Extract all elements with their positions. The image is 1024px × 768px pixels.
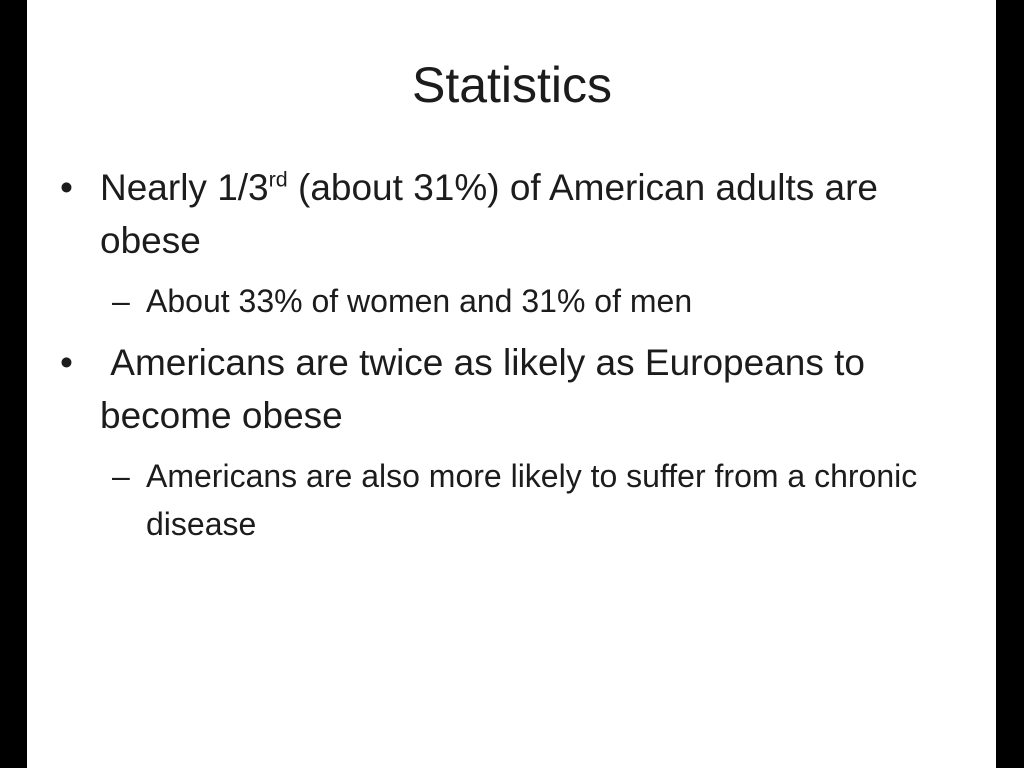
- right-black-bar: [996, 0, 1024, 768]
- bullet-item-2: • Americans are twice as likely as Europ…: [60, 337, 952, 442]
- bullet-text-segment: Nearly 1/3: [100, 167, 269, 208]
- bullet-marker: •: [60, 167, 73, 208]
- dash-marker: –: [112, 458, 130, 495]
- bullet-text: Nearly 1/3rd (about 31%) of American adu…: [100, 162, 952, 267]
- bullet-text-segment: (about 31%) of American adults are obese: [100, 167, 889, 261]
- bullet-list: • Nearly 1/3rd (about 31%) of American a…: [60, 162, 952, 548]
- sub-bullet-item-1: – About 33% of women and 31% of men: [112, 277, 952, 325]
- slide-title: Statistics: [411, 57, 613, 113]
- bullet-text-superscript: rd: [268, 167, 288, 192]
- dash-marker: –: [112, 283, 130, 320]
- bullet-item-1: • Nearly 1/3rd (about 31%) of American a…: [60, 162, 952, 267]
- sub-bullet-text: About 33% of women and 31% of men: [146, 283, 693, 320]
- bullet-text: Americans are twice as likely as Europea…: [100, 342, 876, 436]
- bullet-marker: •: [60, 342, 73, 384]
- sub-bullet-item-2: – Americans are also more likely to suff…: [112, 452, 952, 548]
- sub-bullet-text: Americans are also more likely to suffer…: [146, 458, 927, 543]
- left-black-bar: [0, 0, 27, 768]
